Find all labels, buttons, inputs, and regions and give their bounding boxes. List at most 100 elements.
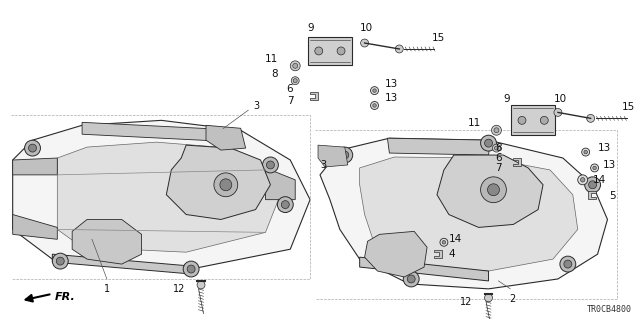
Text: 9: 9 xyxy=(308,23,314,33)
Circle shape xyxy=(492,125,501,135)
Text: 13: 13 xyxy=(602,160,616,170)
Polygon shape xyxy=(266,168,295,200)
Circle shape xyxy=(585,177,600,193)
Text: 8: 8 xyxy=(495,143,501,153)
Polygon shape xyxy=(13,158,58,175)
Polygon shape xyxy=(360,257,488,281)
Circle shape xyxy=(371,101,378,109)
Text: 9: 9 xyxy=(503,93,509,104)
Circle shape xyxy=(361,39,369,47)
Circle shape xyxy=(481,177,506,203)
Polygon shape xyxy=(437,155,543,228)
Circle shape xyxy=(554,108,562,116)
Circle shape xyxy=(52,253,68,269)
Text: 14: 14 xyxy=(449,234,462,244)
Circle shape xyxy=(337,147,353,163)
Circle shape xyxy=(262,157,278,173)
Circle shape xyxy=(197,281,205,289)
Circle shape xyxy=(277,197,293,212)
Text: 13: 13 xyxy=(598,143,611,153)
Circle shape xyxy=(488,184,499,196)
Circle shape xyxy=(266,161,275,169)
Circle shape xyxy=(183,261,199,277)
Polygon shape xyxy=(318,145,348,167)
Circle shape xyxy=(407,275,415,283)
Text: 6: 6 xyxy=(495,153,501,163)
Circle shape xyxy=(337,47,345,55)
Circle shape xyxy=(341,151,349,159)
Text: 7: 7 xyxy=(287,96,293,106)
Polygon shape xyxy=(58,142,278,252)
Circle shape xyxy=(396,45,403,53)
Polygon shape xyxy=(365,231,427,277)
Circle shape xyxy=(560,256,576,272)
Circle shape xyxy=(484,294,493,302)
Circle shape xyxy=(292,63,298,68)
Polygon shape xyxy=(434,250,442,258)
Text: 5: 5 xyxy=(609,191,616,201)
Circle shape xyxy=(481,135,497,151)
Polygon shape xyxy=(310,92,318,100)
Text: TR0CB4800: TR0CB4800 xyxy=(588,305,632,314)
Polygon shape xyxy=(13,120,310,269)
Circle shape xyxy=(582,148,589,156)
Circle shape xyxy=(518,116,526,124)
Circle shape xyxy=(403,271,419,287)
Circle shape xyxy=(293,79,297,83)
Circle shape xyxy=(372,104,376,107)
Bar xyxy=(511,106,556,135)
Bar xyxy=(308,37,352,65)
Circle shape xyxy=(372,89,376,92)
Text: 3: 3 xyxy=(253,101,260,111)
Circle shape xyxy=(56,257,64,265)
Text: 3: 3 xyxy=(320,160,326,170)
Circle shape xyxy=(371,87,378,95)
Polygon shape xyxy=(13,214,58,239)
Circle shape xyxy=(494,128,499,133)
Text: FR.: FR. xyxy=(54,292,75,302)
Polygon shape xyxy=(72,220,141,264)
Text: 7: 7 xyxy=(495,163,501,173)
Circle shape xyxy=(580,178,585,182)
Text: 10: 10 xyxy=(554,93,566,104)
Polygon shape xyxy=(82,122,241,142)
Circle shape xyxy=(187,265,195,273)
Circle shape xyxy=(24,140,40,156)
Circle shape xyxy=(440,238,448,246)
Text: 2: 2 xyxy=(509,294,515,304)
Circle shape xyxy=(584,150,588,154)
Circle shape xyxy=(282,201,289,209)
Polygon shape xyxy=(52,254,191,274)
Circle shape xyxy=(564,260,572,268)
Circle shape xyxy=(495,146,499,150)
Circle shape xyxy=(220,179,232,191)
Text: 10: 10 xyxy=(360,23,373,33)
Text: 8: 8 xyxy=(272,69,278,79)
Text: 11: 11 xyxy=(467,118,481,128)
Text: 11: 11 xyxy=(265,54,278,64)
Circle shape xyxy=(291,77,299,85)
Circle shape xyxy=(442,241,445,244)
Circle shape xyxy=(591,164,598,172)
Polygon shape xyxy=(206,125,246,150)
Polygon shape xyxy=(360,157,578,271)
Text: 12: 12 xyxy=(173,284,185,294)
Circle shape xyxy=(315,47,323,55)
Text: 13: 13 xyxy=(385,92,397,102)
Polygon shape xyxy=(320,138,607,289)
Polygon shape xyxy=(387,138,490,155)
Polygon shape xyxy=(588,191,596,199)
Text: 1: 1 xyxy=(104,284,110,294)
Circle shape xyxy=(540,116,548,124)
Circle shape xyxy=(484,139,493,147)
Circle shape xyxy=(593,166,596,170)
Circle shape xyxy=(29,144,36,152)
Text: 14: 14 xyxy=(593,175,606,185)
Text: 15: 15 xyxy=(622,102,636,112)
Circle shape xyxy=(578,175,588,185)
Circle shape xyxy=(493,144,500,152)
Circle shape xyxy=(214,173,237,197)
Polygon shape xyxy=(166,145,271,220)
Text: 4: 4 xyxy=(449,249,456,259)
Circle shape xyxy=(589,181,596,189)
